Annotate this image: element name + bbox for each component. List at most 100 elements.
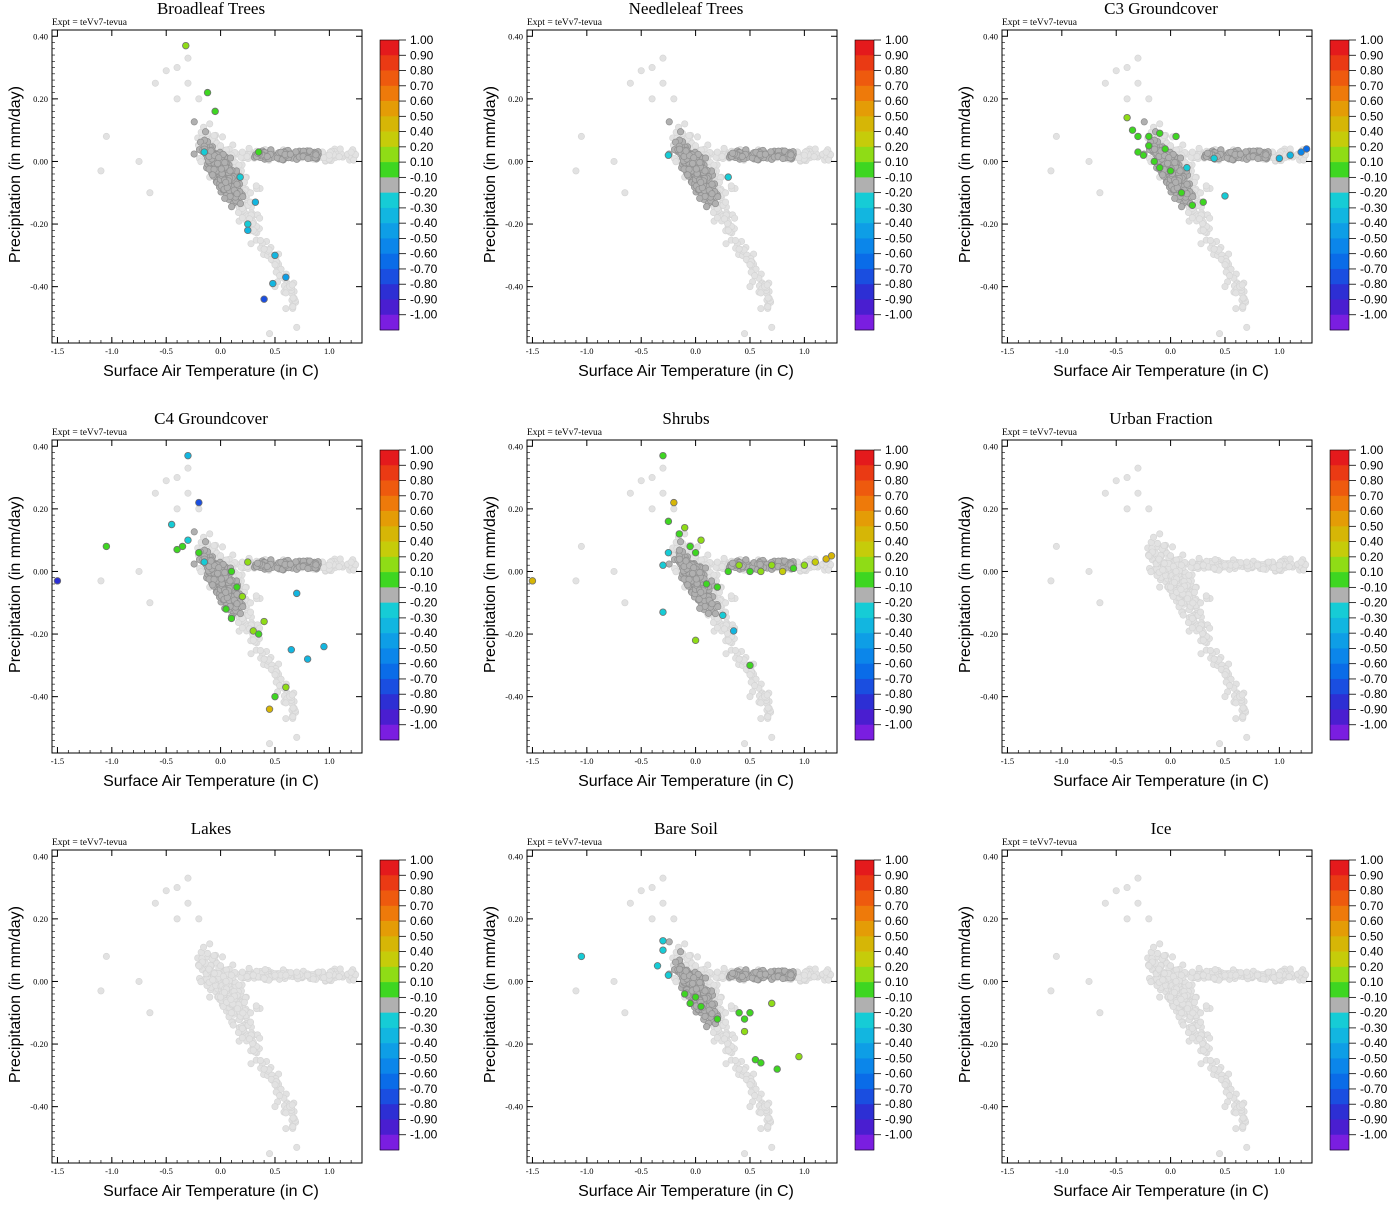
x-tick-label: -1.5	[51, 756, 64, 766]
colorbar-label: 0.40	[410, 535, 434, 549]
background-point	[694, 134, 700, 140]
colorbar-label: -1.00	[1360, 308, 1388, 322]
x-axis-label: Surface Air Temperature (in C)	[1053, 363, 1269, 380]
colored-data-point	[1162, 146, 1169, 153]
colorbar-swatch	[380, 679, 399, 695]
background-point	[758, 305, 764, 311]
colored-data-point	[1303, 146, 1310, 153]
background-point	[686, 132, 692, 138]
colorbar-label: -0.60	[410, 247, 438, 261]
background-point	[136, 568, 142, 574]
x-tick-label: -1.5	[526, 346, 539, 356]
neutral-point	[234, 601, 240, 607]
background-point	[152, 80, 158, 86]
background-point	[714, 215, 720, 221]
background-point	[764, 282, 770, 288]
colored-data-point	[255, 631, 262, 638]
colored-data-point	[182, 42, 189, 49]
colorbar-label: 0.90	[410, 458, 434, 472]
neutral-point	[313, 562, 319, 568]
background-point	[217, 553, 223, 559]
colorbar-label: 0.50	[1360, 109, 1384, 123]
y-tick-label: 0.20	[33, 94, 48, 104]
colored-data-point	[223, 606, 230, 613]
colorbar-swatch	[855, 162, 874, 178]
neutral-point	[1159, 172, 1165, 178]
neutral-point	[208, 558, 214, 564]
background-point	[136, 158, 142, 164]
colored-data-point	[174, 546, 181, 553]
background-point	[294, 734, 300, 740]
colorbar-swatch	[1330, 71, 1349, 87]
colorbar-swatch	[1330, 86, 1349, 102]
neutral-point	[739, 153, 745, 159]
colored-data-point	[1189, 202, 1196, 209]
x-tick-label: 0.0	[215, 346, 226, 356]
colored-data-point	[1167, 168, 1174, 175]
background-point	[336, 564, 342, 570]
neutral-point	[1166, 155, 1172, 161]
colored-data-point	[201, 149, 208, 156]
background-point	[1240, 295, 1246, 301]
experiment-label: Expt = teVv7-tevua	[527, 18, 603, 28]
y-tick-label: 0.00	[983, 156, 998, 166]
background-point	[769, 324, 775, 330]
plot-frame	[527, 440, 837, 753]
background-point	[611, 158, 617, 164]
background-point	[1206, 215, 1212, 221]
neutral-point	[709, 191, 715, 197]
background-point	[660, 80, 666, 86]
background-point	[290, 705, 296, 711]
colorbar-swatch	[855, 299, 874, 315]
background-point	[660, 55, 666, 61]
background-point	[247, 190, 253, 196]
background-point	[573, 168, 579, 174]
colorbar-swatch	[855, 223, 874, 239]
experiment-label: Expt = teVv7-tevua	[1002, 18, 1078, 28]
x-axis-label: Surface Air Temperature (in C)	[578, 363, 794, 380]
colorbar-label: -0.40	[1360, 216, 1388, 230]
colorbar-swatch	[380, 254, 399, 270]
colorbar-label: 1.00	[410, 33, 434, 47]
colorbar-label: -0.80	[1360, 277, 1388, 291]
x-tick-label: 0.5	[745, 346, 756, 356]
experiment-label: Expt = teVv7-tevua	[52, 18, 128, 28]
y-tick-label: -0.40	[30, 692, 48, 702]
background-point	[823, 149, 829, 155]
background-point	[272, 672, 278, 678]
x-tick-label: 0.0	[1165, 346, 1176, 356]
neutral-point	[287, 561, 293, 567]
y-axis-label: Precipitation (in mm/day)	[482, 86, 499, 263]
colorbar-swatch	[380, 162, 399, 178]
background-point	[326, 152, 332, 158]
background-point	[257, 647, 263, 653]
colorbar-label: 0.80	[410, 474, 434, 488]
x-tick-label: 0.5	[270, 346, 281, 356]
y-tick-label: 0.00	[33, 566, 48, 576]
background-point	[736, 246, 742, 252]
background-point	[721, 216, 727, 222]
background-point	[185, 490, 191, 496]
x-tick-label: 0.0	[215, 756, 226, 766]
background-point	[152, 490, 158, 496]
background-point	[711, 572, 717, 578]
background-point	[261, 246, 267, 252]
neutral-point	[702, 155, 708, 161]
background-point	[326, 562, 332, 568]
colorbar-label: 0.20	[410, 550, 434, 564]
x-tick-label: 0.0	[690, 346, 701, 356]
colorbar-swatch	[855, 254, 874, 270]
neutral-point	[202, 129, 208, 135]
background-point	[272, 262, 278, 268]
background-point	[247, 609, 253, 615]
background-point	[1135, 55, 1141, 61]
colorbar-label: 0.10	[410, 155, 434, 169]
background-point	[211, 542, 217, 548]
neutral-point	[237, 200, 243, 206]
colorbar-label: -0.90	[885, 292, 913, 306]
panel-title: C4 Groundcover	[154, 409, 268, 428]
neutral-point	[788, 152, 794, 158]
background-point	[1222, 262, 1228, 268]
colorbar-label: -0.10	[1360, 170, 1388, 184]
colorbar-swatch	[1330, 254, 1349, 270]
